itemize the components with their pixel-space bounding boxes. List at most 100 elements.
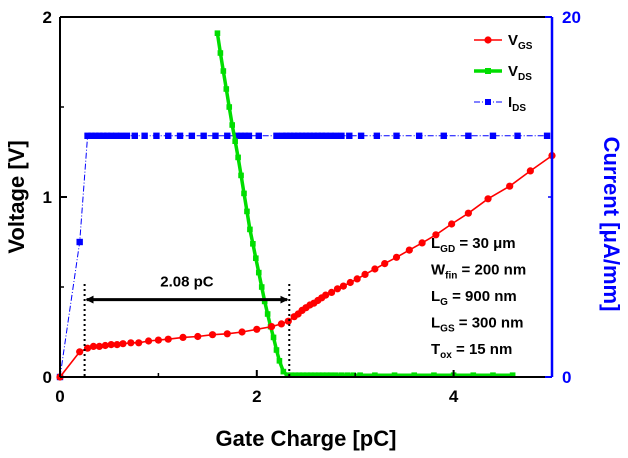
legend-item-vds: VDS	[474, 63, 532, 83]
data-point-ids	[123, 132, 131, 139]
y-axis-left-title: Voltage [V]	[4, 140, 29, 253]
data-point-ids	[76, 238, 83, 246]
y-axis-right-title: Current [μA/mm]	[599, 137, 624, 312]
data-point-vgs	[223, 330, 231, 338]
legend-label-vgs: VGS	[508, 32, 533, 52]
data-point-vds	[315, 372, 322, 378]
data-point-vds	[304, 372, 310, 378]
data-point-ids	[332, 132, 339, 139]
data-point-vds	[284, 372, 291, 378]
data-point-ids	[241, 132, 249, 139]
data-point-ids	[314, 132, 322, 139]
data-point-vds	[241, 190, 247, 197]
data-point-vds	[232, 138, 238, 144]
data-point-vds	[308, 372, 314, 378]
data-point-vgs	[208, 331, 217, 339]
data-point-ids	[373, 132, 381, 139]
data-point-vgs	[392, 253, 401, 261]
data-point-vgs	[179, 333, 187, 341]
data-point-ids	[117, 132, 125, 139]
data-point-vgs	[135, 339, 143, 347]
data-point-vgs	[327, 288, 336, 296]
data-point-vds	[323, 372, 330, 378]
x-tick-label: 2	[252, 387, 261, 406]
data-point-vds	[258, 284, 265, 290]
data-point-ids	[96, 132, 103, 139]
x-tick-label: 0	[55, 387, 64, 406]
data-point-ids	[302, 132, 310, 139]
data-point-vds	[338, 372, 345, 378]
data-point-vds	[253, 255, 259, 261]
data-point-ids	[310, 132, 318, 139]
y-right-tick-label: 0	[562, 368, 571, 387]
data-point-vds	[264, 311, 271, 317]
data-point-vds	[411, 372, 418, 378]
plot-area	[60, 17, 552, 377]
data-point-vgs	[353, 275, 361, 283]
data-point-ids	[279, 132, 286, 139]
data-point-vds	[391, 372, 398, 378]
data-point-vds	[327, 372, 334, 378]
data-point-vgs	[253, 325, 261, 333]
data-point-ids	[287, 132, 294, 139]
data-point-ids	[290, 132, 298, 139]
data-point-vds	[332, 372, 339, 378]
data-point-ids	[357, 132, 365, 139]
data-point-ids	[306, 132, 314, 139]
data-point-ids	[131, 132, 138, 139]
data-point-vds	[217, 50, 224, 56]
data-point-ids	[141, 132, 148, 139]
data-point-vgs	[333, 285, 342, 293]
data-point-ids	[212, 132, 219, 139]
y-left-tick-label: 2	[43, 8, 52, 27]
data-point-ids	[84, 132, 91, 139]
data-point-vgs	[107, 341, 115, 349]
data-point-ids	[415, 132, 423, 139]
data-point-vds	[238, 172, 244, 179]
data-point-vgs	[95, 342, 103, 350]
data-point-vds	[255, 269, 262, 276]
data-point-vds	[431, 372, 437, 378]
data-point-vds	[250, 241, 256, 247]
data-point-ids	[440, 132, 447, 139]
data-point-ids	[100, 132, 107, 139]
data-point-ids	[465, 132, 472, 139]
data-point-ids	[294, 132, 302, 139]
data-point-ids	[327, 132, 334, 139]
data-point-ids	[200, 132, 207, 139]
data-point-vgs	[506, 182, 514, 190]
data-point-ids	[112, 132, 120, 139]
data-point-vgs	[89, 342, 98, 350]
data-point-vgs	[144, 337, 153, 345]
data-point-vgs	[101, 341, 109, 350]
data-point-vds	[223, 86, 230, 92]
data-point-vgs	[194, 332, 202, 341]
y-left-tick-label: 1	[43, 188, 52, 207]
parameter-line: Wfin = 200 nm	[431, 262, 526, 282]
data-point-ids	[489, 132, 497, 139]
data-point-vgs	[464, 209, 472, 217]
data-point-ids	[224, 132, 231, 139]
data-point-ids	[255, 132, 262, 139]
data-point-ids	[245, 132, 253, 139]
parameter-line: LG = 900 nm	[431, 288, 517, 308]
data-point-vgs	[119, 340, 127, 348]
data-point-vds	[319, 372, 326, 378]
data-point-vds	[292, 372, 298, 378]
data-point-ids	[188, 132, 196, 139]
data-point-vds	[226, 104, 233, 110]
legend-item-vgs: VGS	[474, 32, 533, 52]
data-point-ids	[233, 132, 241, 139]
data-point-ids	[393, 132, 400, 139]
data-point-ids	[176, 132, 184, 139]
data-point-ids	[104, 132, 111, 139]
data-point-vgs	[361, 270, 369, 278]
data-point-ids	[107, 132, 115, 139]
data-point-vds	[470, 372, 477, 378]
data-point-ids	[153, 132, 160, 139]
annotation-layer: 2.08 pC LGD = 30 μm Wfin = 200 nm LG = 900…	[83, 235, 526, 377]
data-point-vds	[300, 372, 306, 378]
data-point-vgs	[371, 265, 379, 273]
data-point-vds	[312, 372, 318, 378]
